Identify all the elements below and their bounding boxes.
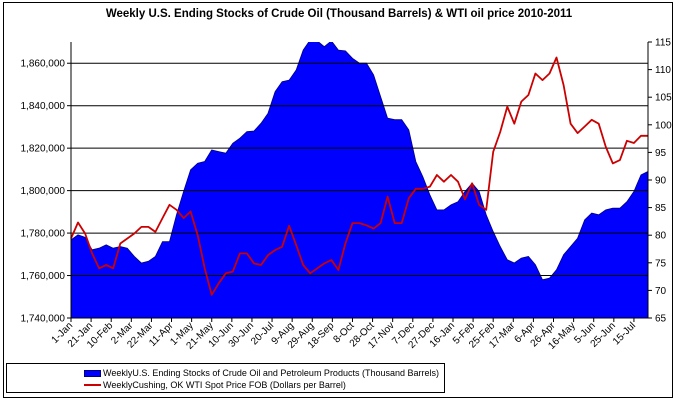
legend-label-stocks: WeeklyU.S. Ending Stocks of Crude Oil an…: [103, 368, 439, 378]
y-left-tick-label: 1,840,000: [21, 101, 66, 112]
x-tick-label: 15-Jul: [611, 320, 638, 347]
y-left-tick-label: 1,800,000: [21, 186, 66, 197]
y-right-tick-label: 65: [655, 314, 667, 325]
legend-item-stocks: WeeklyU.S. Ending Stocks of Crude Oil an…: [84, 367, 439, 379]
chart-frame: [3, 2, 673, 398]
y-right-tick-label: 75: [655, 258, 667, 269]
y-right-tick-label: 110: [655, 65, 671, 76]
y-right-tick-label: 70: [655, 286, 667, 297]
legend-item-price: WeeklyCushing, OK WTI Spot Price FOB (Do…: [84, 379, 346, 391]
y-right-tick-label: 90: [655, 176, 667, 187]
y-right-tick-label: 85: [655, 203, 667, 214]
y-right-tick-label: 100: [655, 120, 672, 131]
y-right-tick-label: 115: [655, 38, 671, 49]
y-left-tick-label: 1,780,000: [21, 229, 66, 240]
y-right-tick-label: 80: [655, 231, 667, 242]
y-left-tick-label: 1,820,000: [21, 144, 66, 155]
x-tick-label: 20-Jul: [249, 320, 276, 347]
y-left-tick-label: 1,760,000: [21, 271, 66, 282]
legend-swatch-price: [84, 384, 101, 386]
price-line: [70, 56, 648, 296]
legend-label-price: WeeklyCushing, OK WTI Spot Price FOB (Do…: [103, 380, 346, 390]
y-left-tick-label: 1,860,000: [21, 59, 66, 70]
y-right-tick-label: 105: [655, 93, 672, 104]
y-right-tick-label: 95: [655, 148, 667, 159]
y-left-tick-label: 1,740,000: [21, 314, 66, 325]
legend-swatch-stocks: [84, 369, 101, 377]
legend: WeeklyU.S. Ending Stocks of Crude Oil an…: [6, 363, 445, 393]
chart-title: Weekly U.S. Ending Stocks of Crude Oil (…: [105, 8, 573, 20]
stocks-area: [71, 42, 648, 318]
